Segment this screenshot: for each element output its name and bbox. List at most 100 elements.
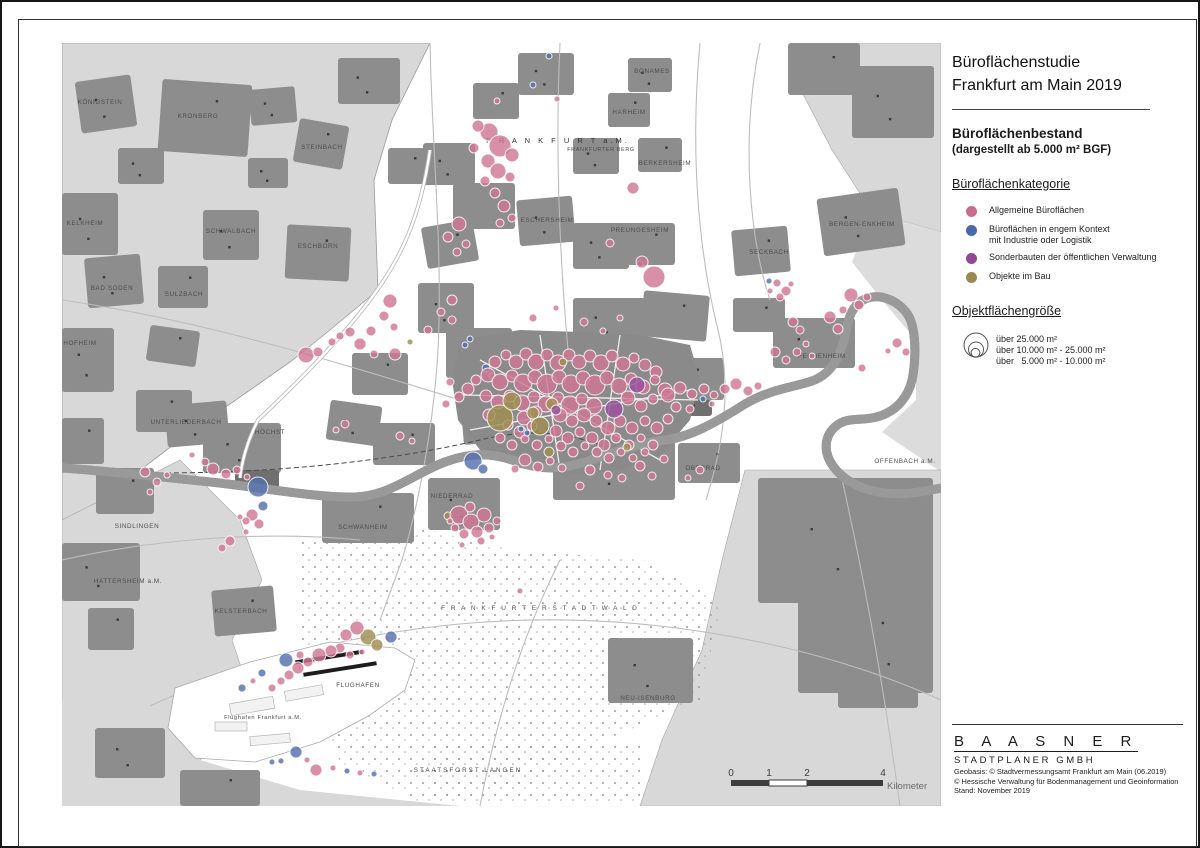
section-heading: Büroflächenbestand (dargestellt ab 5.000… (952, 126, 1111, 156)
place-label: SINDLINGEN (115, 523, 160, 530)
office-object-marker (580, 441, 590, 451)
office-object-marker (636, 433, 646, 443)
office-object-marker (406, 338, 414, 346)
office-object-marker (358, 648, 366, 656)
office-object-marker (843, 287, 859, 303)
place-label: FECHENHEIM (798, 353, 846, 360)
office-object-marker (589, 414, 603, 428)
office-object-marker (560, 395, 580, 415)
office-object-marker (528, 313, 538, 323)
office-object-marker (486, 404, 514, 432)
office-object-marker (527, 390, 541, 404)
office-object-marker (519, 347, 533, 361)
place-label: BONAMES (634, 68, 670, 75)
office-object-marker (708, 400, 716, 408)
place-label: OFFENBACH a.M. (874, 458, 935, 465)
office-object-marker (891, 337, 903, 349)
office-object-marker (480, 367, 496, 383)
office-object-marker (571, 354, 587, 370)
category-label: Allgemeine Büroflächen (989, 205, 1085, 215)
office-object-marker (463, 451, 483, 471)
office-object-marker (592, 354, 610, 372)
office-object-marker (283, 669, 295, 681)
office-object-marker (628, 352, 640, 364)
place-label: BERKERSHEIM (639, 160, 691, 167)
office-object-marker (277, 757, 285, 765)
office-object-marker (345, 650, 355, 660)
office-object-marker (297, 346, 315, 364)
office-object-marker (642, 265, 666, 289)
office-object-marker (206, 462, 220, 476)
office-object-marker (461, 239, 471, 249)
office-object-marker (504, 147, 520, 163)
office-object-marker (139, 466, 151, 478)
office-object-marker (458, 528, 470, 540)
scale-tick-label: 0 (728, 768, 734, 779)
office-object-marker (479, 389, 493, 403)
office-object-marker (603, 470, 613, 480)
place-label: KELSTERBACH (215, 608, 268, 615)
office-object-marker (309, 763, 323, 777)
office-object-marker (640, 447, 650, 457)
place-label: PREUNGESHEIM (611, 227, 669, 234)
place-label: F R A N K F U R T a.M. (486, 136, 630, 145)
office-object-marker (545, 456, 555, 466)
place-label: KRONBERG (178, 113, 219, 120)
office-object-marker (775, 292, 785, 302)
office-object-marker (458, 541, 466, 549)
office-object-marker (257, 500, 269, 512)
office-object-marker (605, 349, 619, 363)
section-title: Büroflächenbestand (952, 126, 1083, 141)
office-object-marker (523, 429, 531, 437)
office-object-marker (510, 464, 520, 474)
office-object-marker (610, 377, 628, 395)
office-object-marker (795, 325, 805, 335)
office-object-marker (769, 346, 781, 358)
legend-category-list: Allgemeine Büroflächen Büroflächen in eng… (952, 205, 1194, 290)
office-object-marker (335, 331, 345, 341)
map-title-line1: Büroflächenstudie (952, 54, 1081, 71)
office-object-marker (353, 337, 367, 351)
office-object-marker (289, 745, 303, 759)
office-object-marker (249, 677, 257, 685)
office-object-marker (303, 756, 311, 764)
office-object-marker (295, 650, 305, 660)
office-object-marker (477, 463, 489, 475)
office-object-marker (575, 481, 585, 491)
office-object-marker (278, 652, 294, 668)
office-object-marker (495, 218, 505, 228)
legend-category-row: Büroflächen in engem Kontext mit Industri… (952, 224, 1194, 245)
office-object-marker (787, 280, 795, 288)
office-object-marker (673, 381, 687, 395)
office-object-marker (327, 337, 337, 347)
office-object-marker (620, 390, 636, 406)
place-label: Flughafen Frankfurt a.M. (224, 715, 302, 721)
credit-line: © Hessische Verwaltung für Bodenmanageme… (954, 776, 1179, 786)
office-object-marker (507, 213, 517, 223)
office-object-marker (526, 406, 540, 420)
office-object-marker (565, 414, 579, 428)
office-object-marker (384, 630, 398, 644)
office-object-marker (453, 391, 465, 403)
office-object-marker (530, 416, 550, 436)
office-object-marker (753, 381, 763, 391)
office-object-marker (488, 533, 496, 541)
office-object-marker (544, 434, 554, 444)
office-object-marker (200, 457, 210, 467)
place-label: NIEDERRAD (431, 493, 474, 500)
office-object-marker (628, 376, 646, 394)
office-object-marker (634, 399, 648, 413)
office-object-marker (220, 468, 232, 480)
place-label: HARHEIM (612, 109, 645, 116)
office-object-marker (468, 142, 480, 154)
office-object-marker (603, 452, 615, 464)
map-title-line2: Frankfurt am Main 2019 (952, 77, 1122, 94)
office-object-marker (329, 764, 337, 772)
office-object-marker (558, 357, 568, 367)
place-label: SCHWANHEIM (338, 524, 388, 531)
office-object-marker (765, 277, 773, 285)
office-object-marker (236, 513, 244, 521)
office-object-marker (549, 424, 563, 438)
office-object-marker (670, 401, 682, 413)
